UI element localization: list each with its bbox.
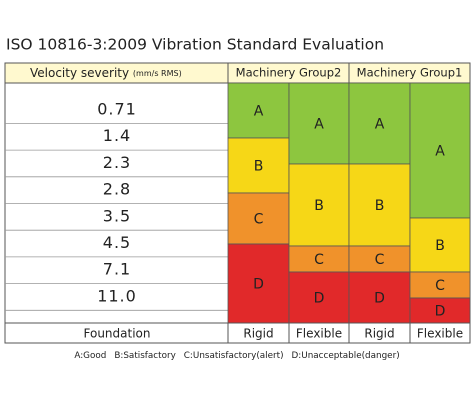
legend-item: B:Satisfactory [114, 351, 175, 361]
zone [227, 243, 290, 324]
zone-label: A [435, 144, 445, 160]
header-label-text: Velocity severity [30, 66, 129, 80]
header-label: Velocity severity (mm/s RMS) [30, 66, 182, 80]
zone-label: A [314, 117, 324, 133]
foundation-type: Flexible [417, 327, 463, 341]
zone [288, 271, 350, 324]
zone-label: C [314, 252, 324, 268]
zone-label: A [254, 104, 264, 120]
zone-label: D [314, 291, 325, 307]
velocity-label: 1.4 [103, 126, 131, 145]
zone [227, 82, 290, 139]
velocity-label: 7.1 [103, 260, 131, 279]
zone [227, 192, 290, 245]
velocity-label: 0.71 [97, 100, 137, 119]
foundation-type: Rigid [243, 327, 273, 341]
zone [409, 271, 471, 299]
zone-label: B [435, 238, 445, 254]
zone [409, 217, 471, 273]
legend-item: D:Unacceptable(danger) [292, 351, 400, 361]
foundation-type: Rigid [364, 327, 394, 341]
zone-label: B [375, 198, 385, 214]
zone-label: C [254, 212, 264, 228]
zone-label: A [375, 117, 385, 133]
velocity-label: 4.5 [103, 233, 131, 252]
zone [348, 163, 411, 247]
zone-label: B [314, 198, 324, 214]
legend: A:Good B:Satisfactory C:Unsatisfactory(ale… [74, 351, 399, 361]
velocity-label: 2.8 [103, 180, 131, 199]
velocity-label: 3.5 [103, 206, 131, 225]
zone-label: D [374, 291, 385, 307]
group-label: Machinery Group1 [357, 66, 463, 80]
zone-label: D [435, 304, 446, 320]
foundation-label: Foundation [84, 327, 151, 341]
zone [348, 245, 411, 273]
zone [288, 163, 350, 247]
velocity-label: 2.3 [103, 153, 131, 172]
foundation-row [4, 322, 471, 344]
title: ISO 10816-3:2009 Vibration Standard Eval… [6, 36, 384, 54]
velocity-label: 11.0 [97, 286, 137, 305]
legend-item: A:Good [74, 351, 106, 361]
group-label: Machinery Group2 [236, 66, 342, 80]
zone [348, 82, 411, 165]
zone [409, 82, 471, 219]
zone-label: D [253, 277, 264, 293]
header-unit: (mm/s RMS) [133, 69, 182, 78]
foundation-type: Flexible [296, 327, 342, 341]
zone-label: B [254, 159, 264, 175]
zone-label: C [435, 278, 445, 294]
zone [348, 271, 411, 324]
legend-item: C:Unsatisfactory(alert) [184, 351, 284, 361]
zone-label: C [375, 252, 385, 268]
zone [288, 82, 350, 165]
